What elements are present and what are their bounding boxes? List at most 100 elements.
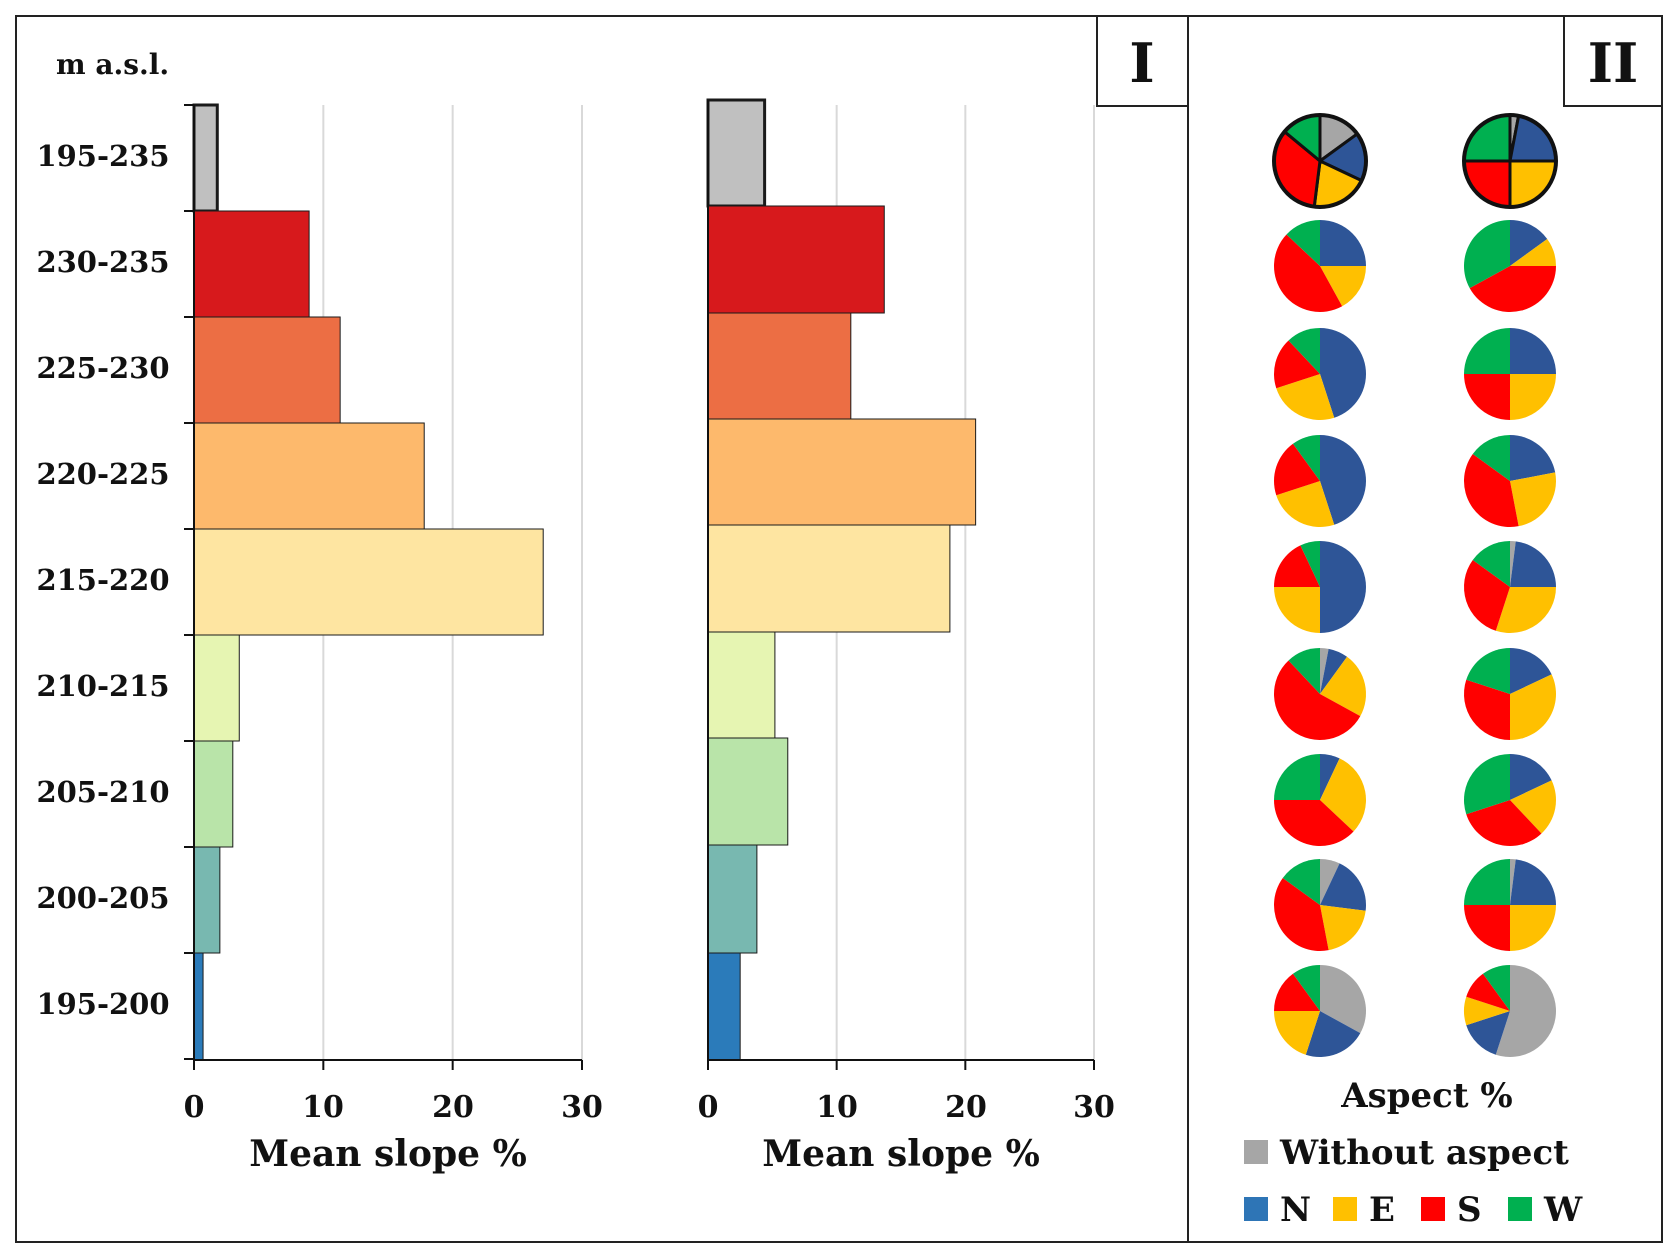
bar-210-215 [193,634,240,742]
pie-slice-W [1464,859,1510,905]
aspect-pie [1464,435,1556,527]
bar-200-205 [193,846,221,954]
pie-slice-E [1274,1011,1320,1055]
bar-210-215 [707,631,776,739]
aspect-pie [1274,328,1366,420]
pie-slice-S [1464,374,1510,420]
pie-slice-E [1276,374,1335,420]
tick-label: 30 [561,1090,603,1125]
pie-slice-S [1463,679,1510,740]
bar-220-225 [707,418,977,526]
bar-chart-1: 0 10 20 30 Mean slope % [184,103,603,1175]
pie-slice-N [1510,859,1556,905]
pie-slice-E [1274,587,1320,633]
pie-slice-E [1495,587,1556,633]
pie-slice-E [1510,674,1557,740]
elevation-labels: 195-235 230-235 225-230 220-225 215-220 … [36,139,169,1021]
aspect-pie [1274,541,1366,633]
elevation-label: 195-200 [36,987,169,1021]
pie-slice-Without aspect [1320,965,1366,1034]
panel-label-left: I [1129,31,1154,95]
aspect-pies [1272,113,1558,1058]
bar-225-230 [193,316,341,424]
pie-slice-E [1510,238,1556,266]
pie-slice-Without aspect [1320,648,1329,694]
pie-slice-W [1482,965,1510,1011]
pie-slice-W [1466,648,1510,694]
aspect-pie [1464,220,1556,313]
pie-slice-E [1510,472,1556,527]
bar-chart-2: 0 10 20 30 Mean slope % [698,98,1115,1175]
bar-230-235 [707,205,885,314]
tick-label: 0 [698,1090,719,1125]
pie-slice-W [1300,541,1320,587]
elevation-label: 230-235 [36,245,169,279]
pie-slice-N [1320,328,1366,418]
bar-205-210 [707,737,789,846]
pie-slice-S [1464,905,1510,951]
pie-slice-E [1510,780,1556,834]
pie-slice-E [1276,481,1335,528]
aspect-pie [1273,220,1366,313]
x-axis-title: Mean slope % [762,1133,1040,1175]
pie-slice-Without aspect [1510,859,1516,905]
pie-slice-S [1466,800,1542,846]
aspect-title: Aspect % [1340,1076,1512,1116]
pie-slice-N [1320,648,1348,694]
pie-slice-E [1510,905,1556,951]
tick-label: 30 [1073,1090,1115,1125]
pie-slice-N [1510,754,1552,800]
pie-slice-N [1320,220,1366,266]
pie-slice-E [1320,758,1367,832]
bar-195-235 [706,98,767,208]
pie-slice-W [1472,541,1510,587]
pie-slice-E [1510,374,1556,420]
panel-label-box-right [1563,15,1663,107]
pie-slice-S [1469,266,1556,313]
pie-slice-S [1464,453,1519,527]
pie-slice-N [1510,648,1552,694]
pie-slice-E [1320,905,1366,951]
bar-200-205 [707,844,758,954]
pie-slice-N [1466,1011,1510,1055]
tick-label: 10 [302,1090,344,1125]
pie-slice-N [1510,328,1556,374]
bar-215-220 [707,524,951,633]
bar-195-200 [193,952,204,1061]
aspect-pie [1464,541,1556,633]
pie-slice-S [1274,877,1329,951]
pie-outline [1272,113,1368,209]
legend-swatch-without [1244,1140,1268,1164]
pie-slice-S [1464,559,1510,631]
pie-slice-W [1286,220,1320,266]
elevation-label: 210-215 [36,669,169,703]
bar-205-210 [193,740,234,848]
bar-225-230 [707,312,852,420]
pie-slice-W [1292,435,1320,481]
pie-outline [1462,113,1558,209]
legend-label-S: S [1457,1190,1482,1230]
legend-label-W: W [1543,1190,1583,1230]
pie-slice-Without aspect [1510,541,1516,587]
legend-swatch-N [1244,1197,1268,1221]
pie-slice-W [1472,435,1510,481]
legend-label-E: E [1369,1190,1395,1230]
legend-swatch-E [1333,1197,1357,1221]
pie-slice-S [1273,660,1361,741]
elevation-label: 205-210 [36,775,169,809]
pie-slice-W [1288,328,1320,374]
aspect-pie [1272,113,1368,209]
bar-230-235 [193,210,310,318]
pie-slice-N [1320,541,1366,633]
pie-slice-N [1320,863,1367,911]
aspect-pie [1464,328,1556,420]
pie-slice-E [1464,996,1510,1026]
pie-slice-N [1510,220,1548,266]
legend-swatch-W [1508,1197,1532,1221]
pie-slice-W [1464,328,1510,374]
aspect-legend: Aspect % Without aspect N E S W [1244,1076,1583,1230]
tick-label: 10 [816,1090,858,1125]
pie-slice-N [1510,541,1556,587]
pie-slice-E [1320,266,1366,307]
